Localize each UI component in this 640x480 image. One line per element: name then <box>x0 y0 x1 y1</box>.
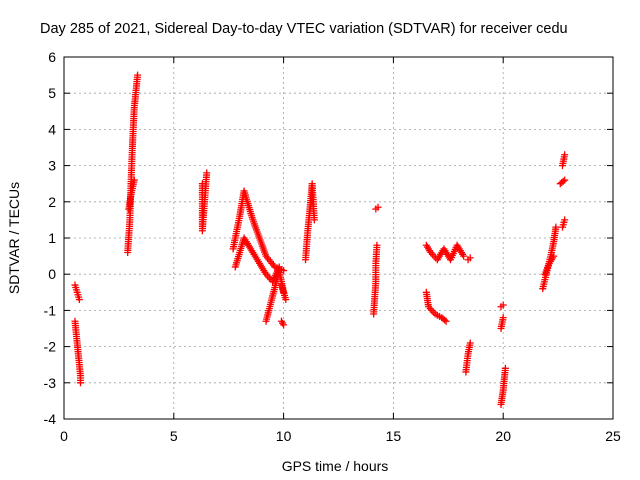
x-tick-label: 10 <box>276 428 292 444</box>
y-tick-label: 1 <box>48 230 56 246</box>
data-point <box>373 241 381 249</box>
y-tick-label: -2 <box>44 339 57 355</box>
data-point <box>501 364 509 372</box>
data-point <box>561 176 569 184</box>
data-point <box>499 314 507 322</box>
x-tick-label: 20 <box>495 428 511 444</box>
data-point <box>466 339 474 347</box>
data-point <box>559 177 567 185</box>
chart-title: Day 285 of 2021, Sidereal Day-to-day VTE… <box>40 21 568 37</box>
grid <box>64 57 613 419</box>
y-tick-label: 0 <box>48 266 56 282</box>
data-point <box>277 281 285 289</box>
y-tick-label: -3 <box>44 375 57 391</box>
x-tick-label: 5 <box>170 428 178 444</box>
data-point <box>374 203 382 211</box>
y-axis-label: SDTVAR / TECUs <box>6 182 22 294</box>
data-point <box>466 254 474 262</box>
data-point <box>130 176 138 184</box>
data-point <box>76 379 84 387</box>
data-point <box>203 169 211 177</box>
y-tick-label: -4 <box>44 411 57 427</box>
data-point <box>460 252 468 260</box>
data-points <box>71 71 569 409</box>
data-point <box>552 223 560 231</box>
data-point <box>310 216 318 224</box>
data-point <box>441 316 449 324</box>
data-point <box>561 151 569 159</box>
x-tick-label: 25 <box>605 428 621 444</box>
data-point <box>280 321 288 329</box>
x-tick-label: 15 <box>386 428 402 444</box>
data-point <box>442 317 450 325</box>
data-point <box>550 252 558 260</box>
y-tick-label: 3 <box>48 158 56 174</box>
y-tick-label: 6 <box>48 49 56 65</box>
data-point <box>75 296 83 304</box>
x-axis-label: GPS time / hours <box>282 458 389 474</box>
y-tick-label: 4 <box>48 121 56 137</box>
y-tick-label: 2 <box>48 194 56 210</box>
data-point <box>561 216 569 224</box>
data-point <box>134 71 142 79</box>
y-tick-label: -1 <box>44 302 57 318</box>
data-point <box>499 301 507 309</box>
ticks: 0 5 10 15 20 25 -4 -3 -2 -1 0 1 2 3 4 5 6 <box>44 49 621 444</box>
x-tick-label: 0 <box>60 428 68 444</box>
y-tick-label: 5 <box>48 85 56 101</box>
